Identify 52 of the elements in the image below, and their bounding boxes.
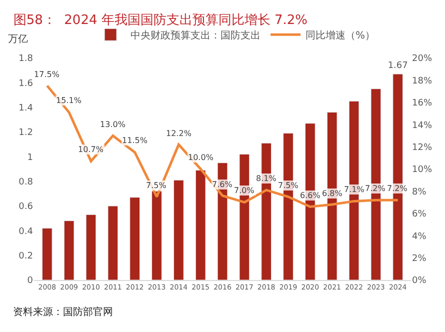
y-tick-label: 0.4: [18, 226, 34, 237]
bar: [173, 180, 184, 280]
data-label: 7.5%: [146, 181, 167, 190]
y-tick-label: 1.8: [18, 54, 34, 64]
data-label: 7.1%: [344, 185, 365, 194]
y2-tick-label: 4%: [412, 232, 427, 242]
y-tick-label: 1.2: [18, 128, 33, 138]
chart-title: 图58： 2024 年我国国防支出预算同比增长 7.2%: [13, 13, 308, 28]
data-label: 1.67: [388, 61, 408, 72]
y2-tick-label: 18%: [412, 76, 432, 86]
data-label: 7.2%: [365, 184, 386, 193]
legend-label: 中央财政预算支出：国防支出: [130, 30, 261, 42]
y-tick-label: 0: [27, 276, 34, 286]
y2-tick-label: 20%: [412, 54, 432, 64]
data-label: 7.6%: [212, 180, 233, 189]
data-label: 12.2%: [166, 129, 192, 138]
data-label: 11.5%: [122, 136, 148, 145]
data-label: 6.8%: [322, 189, 343, 198]
bar: [64, 220, 74, 280]
data-label: 7.2%: [387, 184, 408, 193]
y2-tick-label: 0%: [412, 276, 427, 286]
bar: [108, 206, 118, 280]
legend-label: 同比增速（%）: [306, 30, 376, 42]
data-label: 13.0%: [100, 120, 126, 129]
y-tick-label: 0.6: [18, 202, 34, 212]
data-label: 17.5%: [34, 70, 60, 79]
y2-tick-label: 10%: [412, 165, 432, 176]
y2-tick-label: 8%: [412, 187, 427, 198]
y2-tick-label: 16%: [412, 98, 432, 109]
y2-tick-label: 14%: [412, 120, 432, 131]
data-label: 15.1%: [56, 96, 82, 105]
text: 资料来源：国防部官网: [13, 306, 113, 318]
data-label: 10.0%: [188, 153, 214, 162]
data-label: 7.0%: [234, 186, 255, 195]
y-tick-label: 1: [27, 152, 33, 163]
y-tick-label: 0.2: [18, 251, 33, 262]
y2-tick-label: 6%: [412, 210, 427, 220]
y-tick-label: 0.8: [18, 177, 34, 188]
data-label: 6.6%: [300, 191, 321, 200]
bar: [152, 190, 162, 280]
y-axis-title: 万亿: [8, 34, 28, 45]
y-tick-label: 1.4: [18, 103, 34, 114]
bar: [130, 197, 140, 280]
bar: [86, 214, 96, 280]
y2-tick-label: 2%: [412, 254, 427, 264]
data-label: 7.5%: [278, 181, 299, 190]
y2-tick-label: 12%: [412, 142, 432, 153]
bar: [42, 228, 52, 280]
y-tick-label: 1.6: [18, 78, 34, 89]
bar: [195, 170, 206, 280]
data-label: 10.7%: [78, 145, 104, 154]
data-label: 8.1%: [256, 174, 277, 183]
